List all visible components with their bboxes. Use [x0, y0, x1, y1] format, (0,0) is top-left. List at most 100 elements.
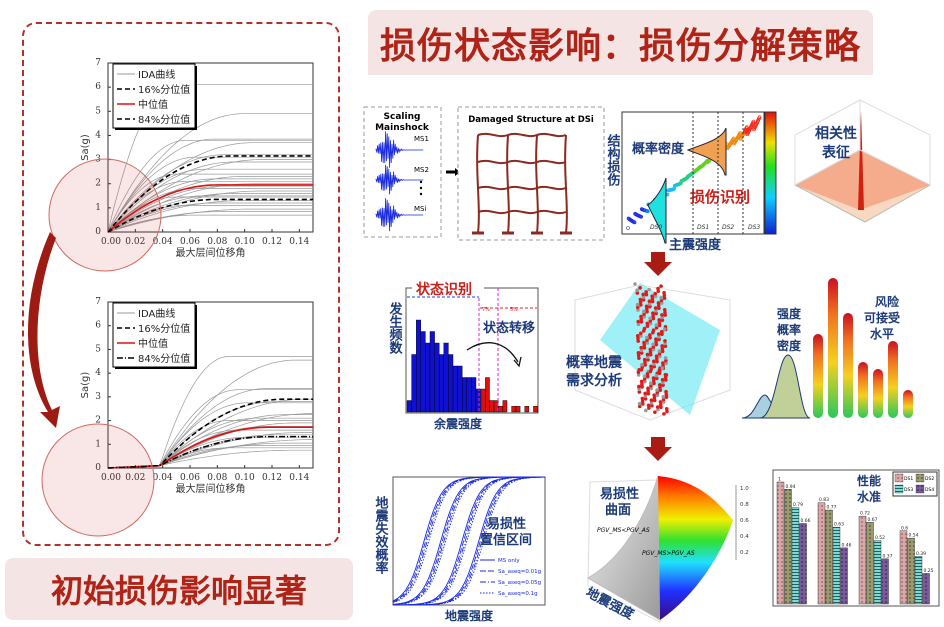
- psda-point: [636, 339, 641, 343]
- scatter-point: [730, 139, 734, 143]
- performance-bar: [791, 507, 800, 605]
- psda-point: [642, 312, 646, 316]
- psda-point: [639, 348, 644, 353]
- psda-point: [662, 307, 667, 312]
- psda-point: [657, 337, 661, 342]
- y-tick-label: 6: [95, 82, 101, 92]
- surface-label: 易损性: [600, 486, 639, 502]
- psda-point: [642, 340, 646, 345]
- psda-point: [651, 314, 655, 318]
- legend-swatch: [894, 484, 904, 494]
- x-tick-label: 0.06: [180, 237, 200, 247]
- fragility-surface-panel: 1.0 0.8 0.6 0.4 0.2 易损性 曲面 PGV_MS<PGV_AS…: [583, 475, 749, 623]
- scatter-point: [727, 144, 731, 148]
- ds2-label: DS2: [722, 224, 734, 231]
- performance-bar: [776, 481, 785, 605]
- psda-point: [635, 305, 640, 310]
- beam: [477, 132, 567, 138]
- psda-point: [661, 397, 666, 402]
- psda-point: [654, 323, 659, 327]
- psda-point: [650, 294, 655, 298]
- scatter-point: [736, 133, 741, 138]
- psda-point: [659, 329, 664, 334]
- damaged-structure-panel: Damaged Structure at DSi: [457, 106, 605, 241]
- legend-label: 84%分位值: [138, 113, 190, 126]
- psda-point: [659, 405, 663, 410]
- ellipsis-icon: [419, 180, 423, 196]
- correlation-surface-panel: 相关性 表征: [793, 99, 932, 223]
- bar-value-label: 0.63: [834, 522, 844, 528]
- histogram-bar-blue: [420, 331, 426, 413]
- y-tick-label: 4: [95, 368, 101, 378]
- risk-bar: [903, 390, 913, 418]
- psda-point: [636, 350, 641, 355]
- psda-point: [648, 333, 652, 337]
- psda-point: [642, 343, 647, 348]
- psda-point: [657, 351, 662, 356]
- legend-label: Sa_aseq=0.05g: [498, 580, 541, 586]
- legend-label: 中位值: [138, 98, 168, 111]
- psda-point: [641, 295, 646, 299]
- performance-bar: [858, 515, 867, 605]
- x-tick-label: 0.10: [235, 237, 255, 247]
- bar-value-label: 0.54: [909, 533, 919, 539]
- psda-point: [663, 344, 668, 349]
- fragility-curve: [392, 476, 545, 605]
- scatter-point: [627, 217, 632, 221]
- arrow-down-icon: [644, 252, 672, 276]
- psda-point: [640, 399, 645, 404]
- psda-point: [663, 341, 667, 346]
- histogram-bar-blue: [443, 342, 449, 413]
- psda-point: [642, 377, 647, 381]
- psda-point: [663, 356, 668, 360]
- psda-point: [661, 361, 665, 365]
- x-axis-label: 最大层间位移角: [176, 482, 246, 495]
- scatter-point: [673, 183, 678, 188]
- psda-point: [647, 406, 651, 410]
- y-tick-label: 2: [95, 416, 101, 426]
- psda-point: [648, 369, 653, 374]
- ida-curve: [107, 195, 313, 233]
- psda-point: [639, 334, 643, 338]
- legend-swatch: [915, 473, 925, 483]
- scatter-point: [626, 226, 630, 230]
- p84-curve: [107, 435, 313, 469]
- psda-point: [649, 384, 653, 388]
- psda-point: [657, 306, 661, 311]
- psda-point: [651, 376, 656, 380]
- y-tick-label: 0: [95, 227, 101, 237]
- psda-point: [642, 309, 646, 314]
- psda-point: [650, 403, 654, 408]
- psda-point: [664, 378, 668, 382]
- bar-value-label: 0.94: [786, 484, 796, 490]
- risk-bar: [873, 369, 883, 418]
- bar-value-label: 1: [778, 477, 781, 483]
- psda-point: [661, 380, 665, 385]
- risk-bar: [888, 341, 898, 418]
- arrow-icon: [513, 356, 522, 368]
- psda-point: [643, 360, 647, 365]
- scatter-point: [751, 119, 756, 124]
- performance-bar: [907, 537, 915, 605]
- ida-curve: [107, 200, 313, 233]
- psda-point: [647, 299, 652, 304]
- psda-point: [652, 398, 657, 403]
- histogram-bar-red: [489, 400, 495, 413]
- scatter-point: [728, 141, 733, 146]
- psda-point: [646, 391, 651, 396]
- psda-point: [664, 361, 668, 366]
- x-tick-label: 0.14: [289, 237, 309, 247]
- psda-point: [663, 339, 667, 343]
- fragility-label: 易损性: [487, 516, 526, 532]
- psda-point: [643, 394, 648, 398]
- y-tick-label: 7: [95, 58, 101, 68]
- ida-curve: [107, 205, 313, 233]
- psda-point: [638, 331, 643, 336]
- ida-curve: [107, 183, 313, 233]
- psda-point: [643, 379, 647, 384]
- psda-point: [645, 352, 650, 357]
- psda-point: [658, 400, 663, 404]
- psda-point: [651, 378, 656, 383]
- psda-point: [640, 385, 644, 389]
- histogram-bar-blue: [416, 319, 422, 413]
